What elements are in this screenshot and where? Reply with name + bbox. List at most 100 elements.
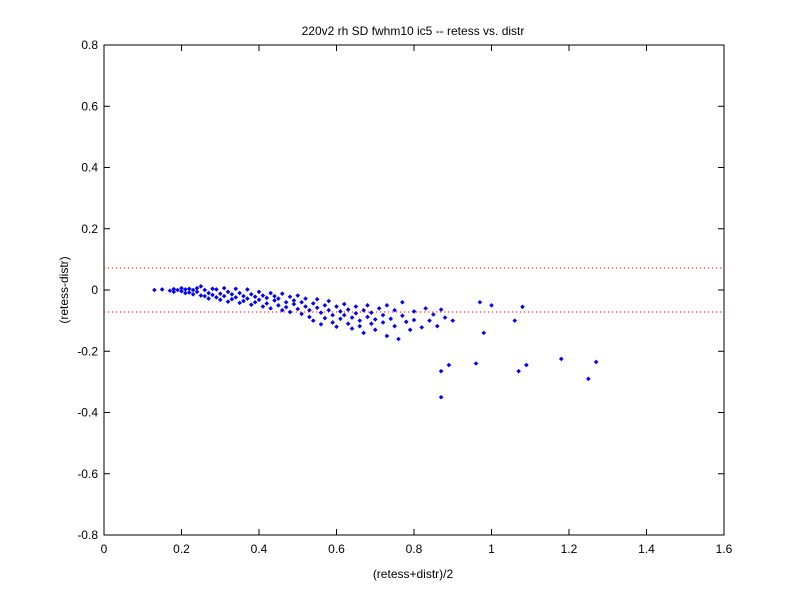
data-point [392, 307, 397, 313]
data-point [450, 318, 456, 323]
data-point [194, 285, 200, 291]
data-point [558, 356, 564, 362]
y-tick-label: 0 [91, 283, 98, 297]
data-point [279, 291, 285, 296]
data-point [593, 359, 599, 365]
data-point [260, 293, 266, 298]
data-point [361, 330, 366, 336]
data-point [186, 290, 192, 295]
data-point [190, 287, 196, 293]
data-point [252, 299, 258, 305]
data-point [307, 307, 312, 313]
data-point [392, 323, 397, 329]
data-point [334, 304, 339, 309]
y-tick-label: -0.4 [77, 406, 98, 420]
data-point [520, 304, 525, 310]
data-point [206, 296, 211, 301]
data-point [411, 309, 417, 314]
reference-lines [104, 267, 724, 313]
x-tick-label: 1.4 [638, 542, 655, 556]
data-point [310, 301, 316, 306]
data-point [396, 336, 401, 342]
data-point [291, 298, 297, 303]
data-point [241, 293, 246, 299]
data-point [241, 298, 246, 304]
data-point [268, 290, 273, 296]
data-point [217, 291, 223, 296]
data-point [345, 307, 351, 312]
data-point [295, 306, 301, 312]
data-point [260, 304, 266, 309]
data-point [198, 293, 204, 298]
data-point [303, 296, 308, 301]
data-point [442, 315, 448, 320]
x-axis-ticks: 0 0.2 0.4 0.6 0.8 1 1.2 1.4 1.6 [101, 45, 733, 556]
chart-title: 220v2 rh SD fwhm10 ic5 -- retess vs. dis… [302, 24, 525, 38]
data-point [330, 320, 335, 325]
data-point [225, 299, 231, 304]
data-point [400, 299, 405, 305]
x-tick-label: 0 [101, 542, 108, 556]
data-point [481, 330, 487, 336]
data-point [434, 323, 440, 329]
data-point [299, 299, 304, 305]
data-point [372, 327, 378, 333]
data-point [210, 286, 215, 292]
data-point [186, 286, 192, 292]
data-point [345, 321, 351, 326]
data-point [438, 307, 444, 312]
data-point [388, 316, 394, 322]
data-points [152, 284, 599, 400]
data-point [206, 290, 211, 296]
data-point [357, 318, 363, 323]
data-point [295, 293, 301, 298]
data-point [326, 307, 332, 313]
data-point [489, 303, 494, 308]
y-tick-label: 0.4 [81, 161, 98, 175]
data-point [291, 301, 297, 307]
x-axis-label: (retess+distr)/2 [373, 567, 454, 581]
data-point [248, 302, 254, 307]
data-point [272, 293, 277, 299]
data-point [349, 315, 355, 320]
y-tick-label: 0.8 [81, 38, 98, 52]
data-point [438, 394, 444, 400]
data-point [512, 318, 518, 323]
data-point [314, 305, 320, 311]
data-point [326, 298, 332, 304]
data-point [287, 294, 293, 300]
data-point [252, 294, 258, 300]
data-point [473, 361, 479, 366]
data-point [477, 299, 483, 305]
data-point [516, 368, 521, 374]
data-point [586, 376, 591, 382]
data-point [217, 297, 223, 303]
plot-area [103, 44, 725, 536]
data-point [183, 290, 188, 296]
data-point [307, 314, 312, 320]
data-point [310, 318, 316, 323]
data-point [152, 287, 157, 293]
data-point [380, 320, 386, 325]
data-point [318, 322, 324, 327]
data-point [198, 284, 204, 289]
data-point [175, 287, 180, 293]
data-point [202, 293, 208, 299]
data-point [287, 309, 293, 315]
x-tick-label: 0.4 [251, 542, 268, 556]
data-point [423, 306, 428, 311]
data-point [446, 362, 452, 368]
data-point [237, 300, 242, 306]
data-point [167, 288, 173, 293]
data-point [380, 312, 386, 318]
y-tick-label: -0.2 [77, 344, 98, 358]
y-tick-label: 0.2 [81, 222, 98, 236]
x-tick-label: 0.2 [173, 542, 190, 556]
data-point [183, 287, 188, 292]
data-point [214, 287, 219, 292]
y-tick-label: -0.8 [77, 528, 98, 542]
data-point [245, 287, 250, 292]
data-point [264, 295, 270, 301]
data-point [334, 324, 339, 330]
data-point [229, 296, 235, 302]
